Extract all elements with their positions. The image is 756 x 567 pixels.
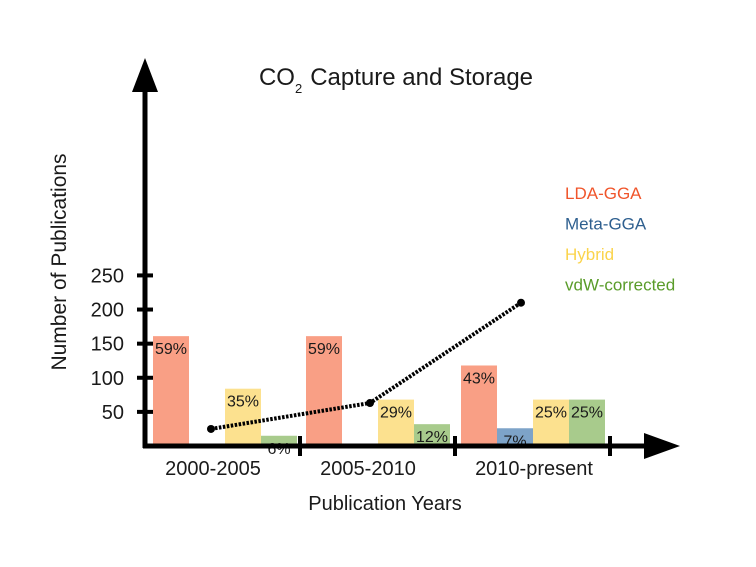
data-label: 59% — [155, 341, 187, 358]
data-label: 35% — [227, 394, 259, 411]
data-label: 25% — [535, 405, 567, 422]
legend-item-lda-gga: LDA-GGA — [565, 184, 642, 203]
title-subscript: 2 — [295, 81, 302, 96]
bar-hybrid-1 — [378, 399, 414, 446]
bar-hybrid-0 — [225, 388, 261, 446]
data-label: 43% — [463, 370, 495, 387]
bars-group: 59% 59%43%7%35%29% 25%6%12%25% — [153, 336, 605, 458]
title-rest: Capture and Storage — [310, 64, 533, 91]
bar-vdw-corrected-1 — [414, 424, 450, 446]
bar-vdw-corrected-2 — [569, 399, 605, 446]
data-label: 25% — [571, 405, 603, 422]
bar-vdw-corrected-0 — [261, 435, 297, 446]
x-axis-arrow-icon — [644, 433, 680, 459]
total-line-group — [207, 298, 525, 433]
legend: LDA-GGA Meta-GGA Hybrid vdW-corrected — [565, 184, 675, 295]
total-line-point-0 — [207, 424, 215, 433]
y-ticks-group: 50 100 150 200 250 — [91, 265, 153, 424]
total-line-point-1 — [366, 399, 374, 408]
x-tick-label: 2000-2005 — [165, 458, 261, 480]
legend-item-vdw-corrected: vdW-corrected — [565, 276, 675, 295]
legend-item-meta-gga: Meta-GGA — [565, 215, 647, 234]
x-tick-label: 2010-present — [475, 458, 593, 480]
bar-lda-gga-2 — [461, 365, 497, 446]
y-tick-label: 100 — [91, 368, 124, 390]
y-tick-label: 50 — [102, 402, 124, 424]
data-label: 6% — [267, 441, 290, 458]
x-tick-label: 2005-2010 — [320, 458, 416, 480]
bar-meta-gga-2 — [497, 428, 533, 446]
x-ticks-group: 2000-2005 2005-2010 2010-present — [165, 436, 612, 480]
x-axis-label: Publication Years — [308, 493, 461, 515]
y-axis-label: Number of Publications — [48, 153, 71, 370]
data-label: 59% — [308, 341, 340, 358]
total-line-point-2 — [517, 298, 525, 307]
y-tick-label: 250 — [91, 265, 124, 287]
y-tick-label: 150 — [91, 334, 124, 356]
bar-lda-gga-1 — [306, 336, 342, 446]
data-label: 12% — [416, 429, 448, 446]
data-label: 29% — [380, 405, 412, 422]
title-co: CO — [259, 64, 295, 91]
bar-hybrid-2 — [533, 399, 569, 446]
y-tick-label: 200 — [91, 300, 124, 322]
chart-title: CO2 Capture and Storage — [259, 64, 533, 96]
legend-item-hybrid: Hybrid — [565, 245, 614, 264]
y-axis-arrow-icon — [132, 58, 158, 92]
bar-lda-gga-0 — [153, 336, 189, 446]
